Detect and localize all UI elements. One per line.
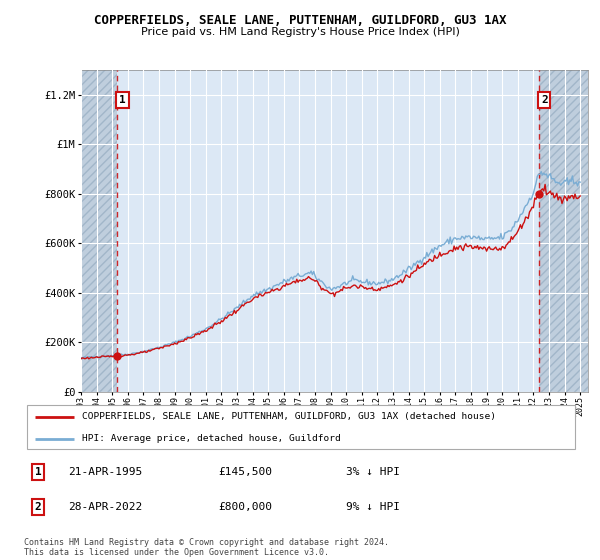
FancyBboxPatch shape <box>27 405 575 449</box>
Text: 9% ↓ HPI: 9% ↓ HPI <box>346 502 400 512</box>
Text: 2: 2 <box>541 95 548 105</box>
Text: Price paid vs. HM Land Registry's House Price Index (HPI): Price paid vs. HM Land Registry's House … <box>140 27 460 37</box>
Text: 3% ↓ HPI: 3% ↓ HPI <box>346 467 400 477</box>
Text: COPPERFIELDS, SEALE LANE, PUTTENHAM, GUILDFORD, GU3 1AX: COPPERFIELDS, SEALE LANE, PUTTENHAM, GUI… <box>94 14 506 27</box>
Text: 1: 1 <box>35 467 41 477</box>
Text: HPI: Average price, detached house, Guildford: HPI: Average price, detached house, Guil… <box>82 435 341 444</box>
Bar <box>81 70 117 392</box>
Text: 21-APR-1995: 21-APR-1995 <box>68 467 143 477</box>
Bar <box>539 70 588 392</box>
Text: £800,000: £800,000 <box>218 502 272 512</box>
Text: 1: 1 <box>119 95 126 105</box>
Text: COPPERFIELDS, SEALE LANE, PUTTENHAM, GUILDFORD, GU3 1AX (detached house): COPPERFIELDS, SEALE LANE, PUTTENHAM, GUI… <box>82 412 496 421</box>
Text: Contains HM Land Registry data © Crown copyright and database right 2024.
This d: Contains HM Land Registry data © Crown c… <box>24 538 389 557</box>
Text: 2: 2 <box>35 502 41 512</box>
Text: 28-APR-2022: 28-APR-2022 <box>68 502 143 512</box>
Text: £145,500: £145,500 <box>218 467 272 477</box>
